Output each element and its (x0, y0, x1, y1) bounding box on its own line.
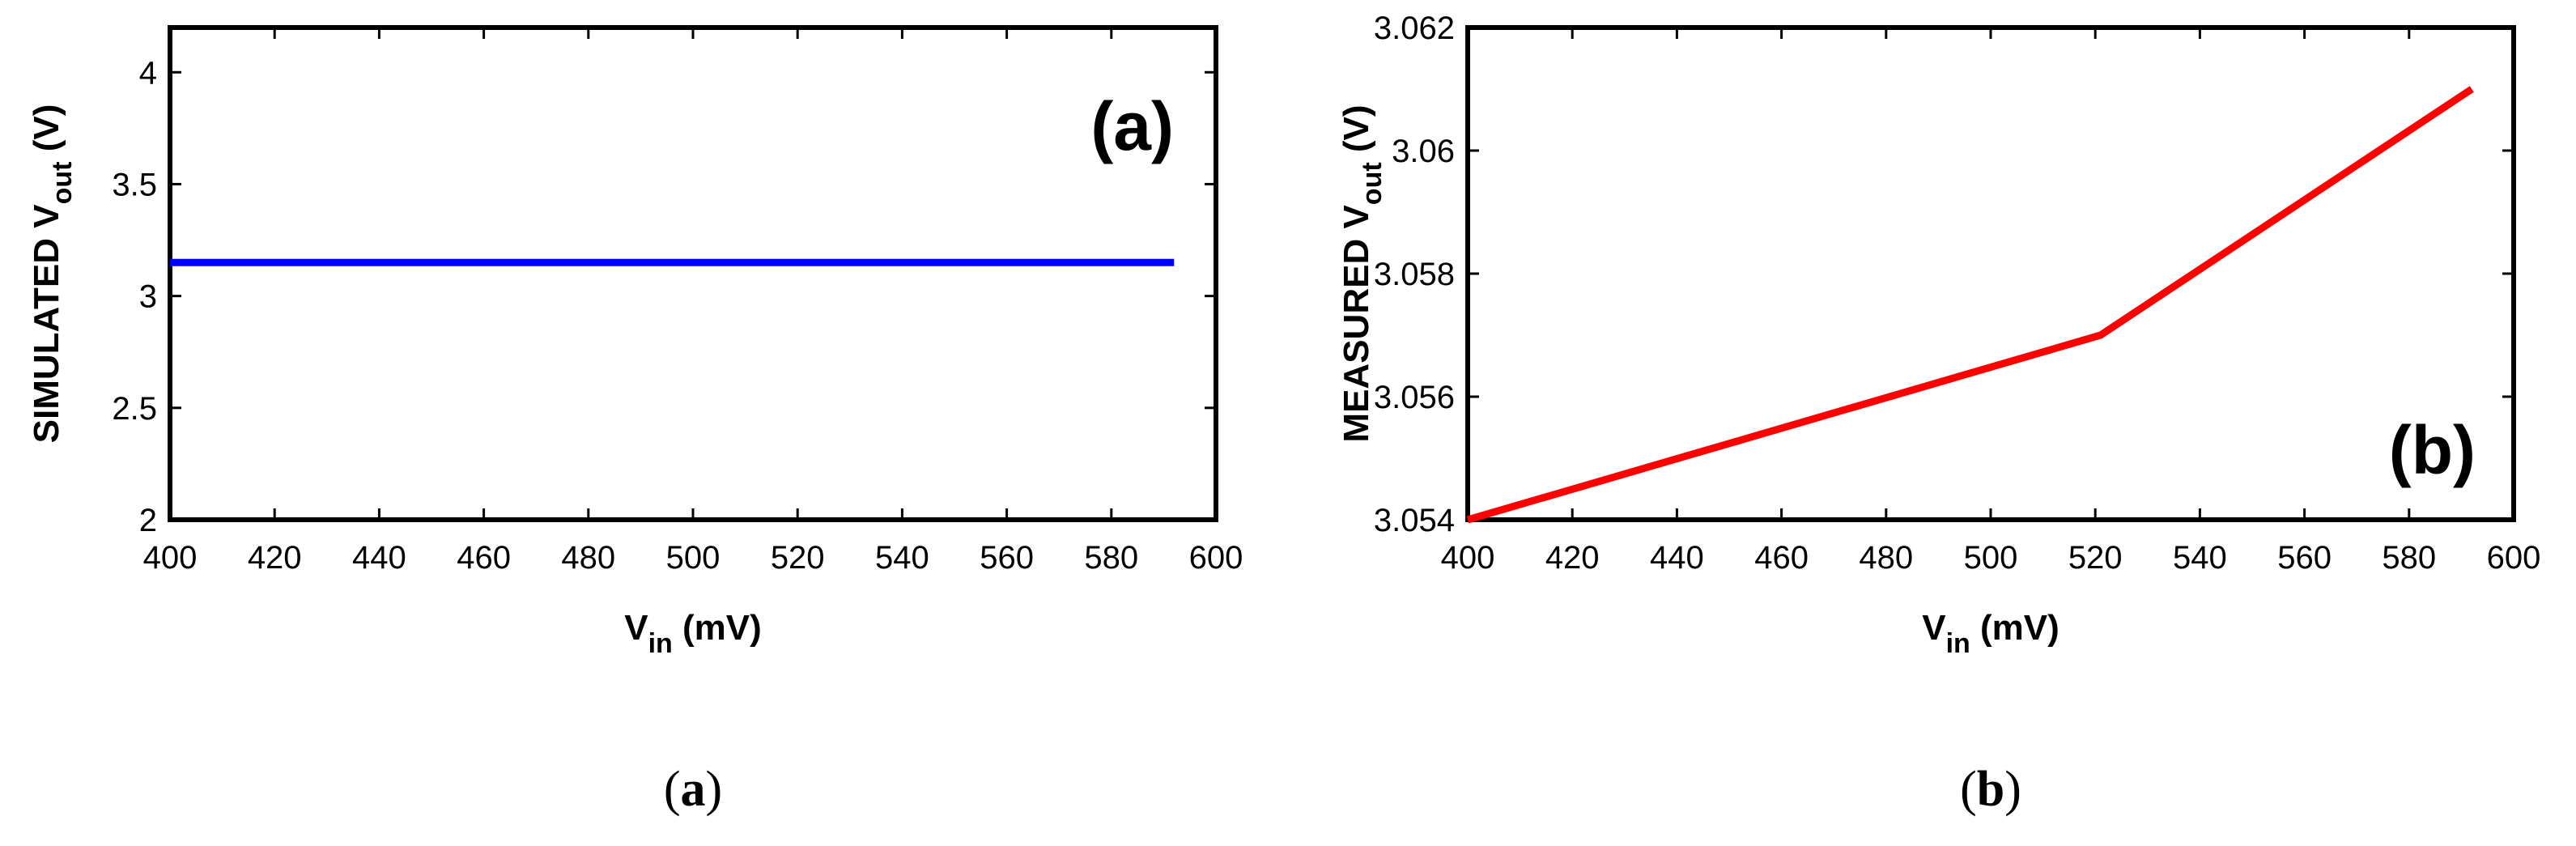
y-axis-label-unit: (V) (1337, 104, 1376, 162)
x-tick-label: 540 (2173, 540, 2227, 576)
x-tick-label: 460 (1754, 540, 1809, 576)
x-axis-label-unit: (mV) (1970, 608, 2060, 648)
x-tick-label: 500 (666, 540, 721, 576)
panel-tag: (b) (2389, 412, 2476, 488)
x-axis-label: Vin (mV) (1922, 608, 2060, 659)
x-axis-label-subscript: in (648, 628, 673, 659)
x-axis-label: Vin (mV) (624, 608, 762, 659)
plot-frame (168, 25, 1218, 522)
x-tick-label: 520 (2068, 540, 2123, 576)
x-tick-label: 420 (1545, 540, 1600, 576)
y-tick-label: 3.056 (1374, 380, 1455, 415)
plot-frame (1465, 25, 2516, 522)
x-tick-label: 580 (2382, 540, 2436, 576)
y-tick-label: 3.062 (1374, 11, 1455, 46)
y-tick-label: 3.06 (1392, 134, 1455, 169)
x-tick-label: 560 (2277, 540, 2332, 576)
y-axis-label-main: SIMULATED V (27, 204, 66, 444)
y-axis-label-main: MEASURED V (1337, 205, 1376, 443)
y-tick-label: 3.054 (1374, 503, 1455, 538)
x-axis-label-main: V (624, 608, 648, 648)
x-tick-label: 480 (1859, 540, 1913, 576)
x-tick-label: 400 (1441, 540, 1495, 576)
panel-caption-letter: b (1977, 762, 2004, 817)
x-tick-label: 520 (771, 540, 825, 576)
panel-caption-letter: a (681, 762, 706, 817)
y-tick-label: 3 (139, 279, 157, 315)
y-tick-label: 2.5 (112, 391, 157, 427)
chart-panel-a: 400 420 440 460 480 500 520 540 560 580 600 2 2.5 3 3.… (27, 25, 1243, 817)
y-axis-label: MEASURED Vout (V) (1337, 104, 1388, 442)
y-tick-label: 4 (139, 55, 157, 91)
x-tick-label: 580 (1084, 540, 1138, 576)
x-tick-label: 500 (1964, 540, 2018, 576)
chart-panel-b: 400 420 440 460 480 500 520 540 560 580 600 3.054 3.… (1337, 11, 2540, 817)
x-axis-label-main: V (1922, 608, 1946, 648)
series-line-0 (1466, 86, 2474, 524)
y-axis-label-subscript: out (1357, 162, 1388, 205)
panel-tag: (a) (1090, 88, 1174, 164)
x-tick-label: 440 (352, 540, 406, 576)
x-tick-label: 480 (561, 540, 615, 576)
x-axis-label-subscript: in (1946, 628, 1970, 659)
x-tick-label: 460 (457, 540, 511, 576)
x-tick-label: 420 (248, 540, 302, 576)
y-tick-label: 3.058 (1374, 257, 1455, 292)
panel-caption: (a) (664, 762, 722, 817)
y-tick-label: 3.5 (112, 167, 157, 202)
x-tick-label: 600 (1189, 540, 1243, 576)
x-tick-label: 440 (1650, 540, 1704, 576)
x-tick-label: 540 (875, 540, 929, 576)
x-tick-label: 600 (2487, 540, 2541, 576)
x-axis-label-unit: (mV) (673, 608, 762, 648)
y-axis-label-unit: (V) (27, 104, 66, 162)
panel-caption: (b) (1960, 762, 2021, 817)
x-tick-label: 560 (980, 540, 1034, 576)
y-tick-label: 2 (139, 503, 157, 538)
y-axis-label-subscript: out (47, 162, 78, 205)
y-axis-label: SIMULATED Vout (V) (27, 104, 78, 444)
x-tick-label: 400 (143, 540, 198, 576)
